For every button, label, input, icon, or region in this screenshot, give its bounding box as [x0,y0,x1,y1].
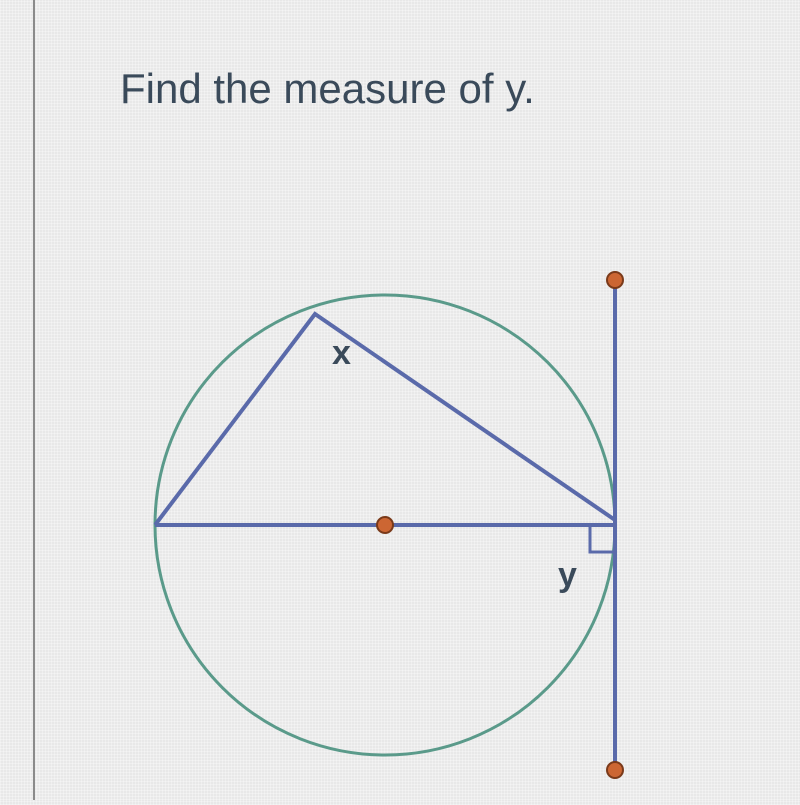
label-x: x [332,334,351,373]
label-y: y [558,556,577,595]
tangent-top-point [607,272,623,288]
triangle [155,314,615,525]
prompt-content: Find the measure of y. [120,65,535,112]
prompt-text: Find the measure of y. [120,65,535,113]
label-x-text: x [332,334,351,372]
geometry-diagram: x y [100,240,700,800]
right-angle-marker [590,525,615,552]
tangent-bottom-point [607,762,623,778]
page-left-border [33,0,35,800]
diagram-svg [100,240,700,800]
center-point [377,517,393,533]
label-y-text: y [558,556,577,594]
